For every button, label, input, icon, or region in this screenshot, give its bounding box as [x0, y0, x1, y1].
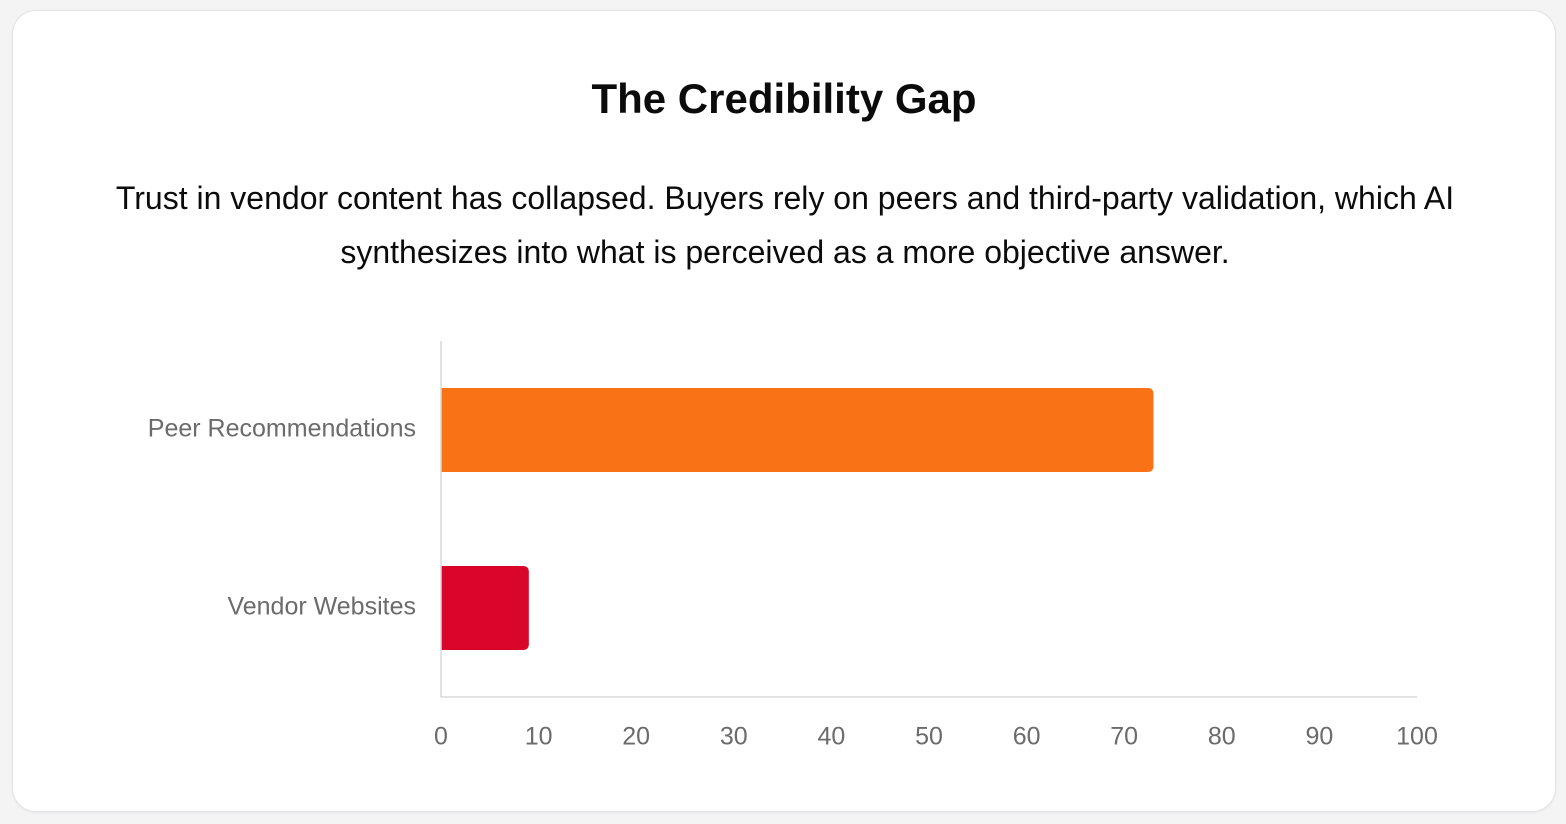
x-tick-label: 0 — [434, 723, 448, 751]
x-tick-label: 30 — [720, 723, 748, 751]
chart-title: The Credibility Gap — [591, 75, 977, 122]
x-tick-label: 40 — [817, 723, 845, 751]
bar-peer-recommendations — [441, 388, 1154, 472]
x-tick-label: 50 — [915, 723, 943, 751]
x-tick-label: 60 — [1013, 723, 1041, 751]
chart-subtitle: Trust in vendor content has collapsed. B… — [115, 180, 1455, 270]
x-tick-label: 80 — [1208, 723, 1236, 751]
category-label: Peer Recommendations — [148, 415, 416, 443]
bar-vendor-websites — [441, 566, 529, 650]
x-tick-label: 100 — [1396, 723, 1438, 751]
x-tick-label: 10 — [525, 723, 553, 751]
category-label: Vendor Websites — [227, 593, 416, 621]
x-tick-label: 70 — [1110, 723, 1138, 751]
x-tick-label: 20 — [622, 723, 650, 751]
chart-card: The Credibility Gap Trust in vendor cont… — [12, 10, 1556, 812]
bar-chart: Peer Recommendations Vendor Websites 0 10 20… — [148, 341, 1438, 751]
x-tick-label: 90 — [1305, 723, 1333, 751]
